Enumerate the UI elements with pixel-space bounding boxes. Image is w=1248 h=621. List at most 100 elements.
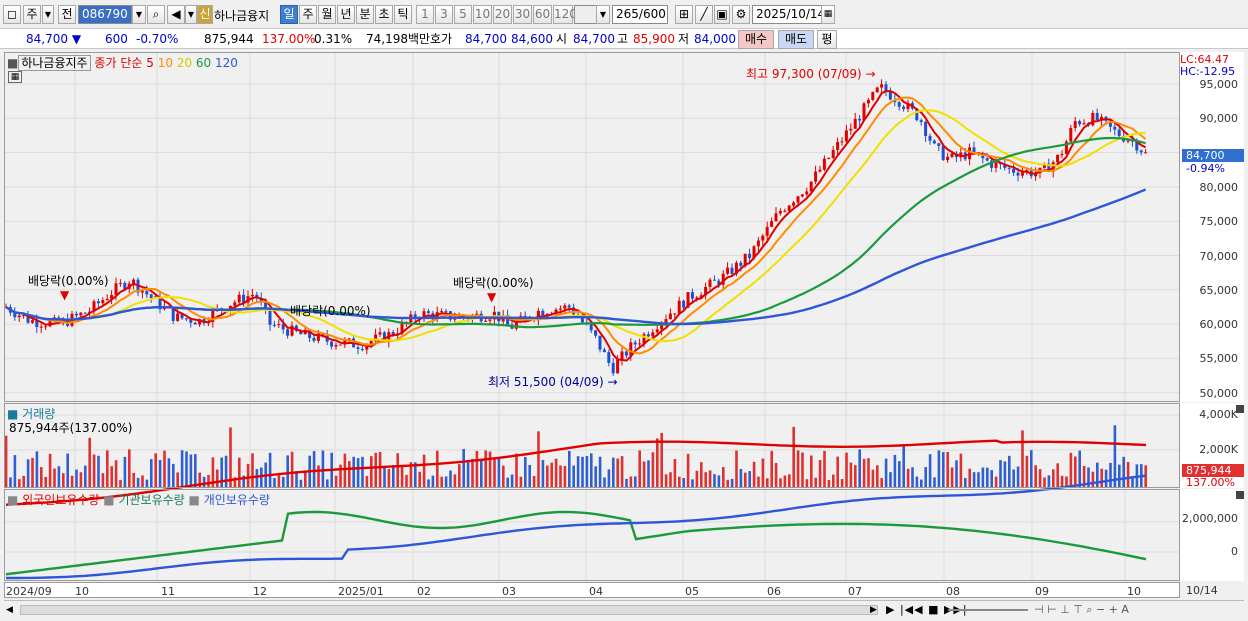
candle — [827, 157, 831, 159]
calendar-icon[interactable]: ▦ — [821, 5, 835, 24]
search-icon[interactable]: ⌕ — [147, 5, 165, 24]
volume-bar — [26, 459, 30, 488]
lc-label: LC:64.47 — [1180, 53, 1230, 66]
interval-10[interactable]: 10 — [473, 5, 492, 24]
tab-year[interactable]: 년 — [337, 5, 355, 24]
interval-120[interactable]: 120 — [553, 5, 577, 24]
tab-minute[interactable]: 분 — [356, 5, 374, 24]
low-price: 84,000 — [694, 32, 736, 46]
volume-bar — [387, 469, 391, 488]
interval-3[interactable]: 3 — [435, 5, 453, 24]
tool-icons[interactable]: ⊣ ⊢ ⊥ ⊤ ⌕ − + A — [1034, 603, 1129, 616]
ma-label: 종가 단순 — [94, 56, 143, 70]
ma-line — [5, 90, 1147, 362]
volume-bar — [629, 476, 633, 488]
chart-type-button[interactable]: 주 — [23, 5, 41, 24]
buy-button[interactable]: 매수 — [738, 30, 774, 49]
chevron-down-icon[interactable]: ▼ — [42, 5, 54, 24]
volume-bar — [400, 465, 404, 488]
eval-button[interactable]: 평 — [817, 30, 837, 49]
candle — [902, 106, 906, 109]
price-panel-legend: ■ 하나금융지주 종가 단순 5 10 20 60 120 — [7, 55, 238, 71]
interval-dropdown-icon[interactable]: ▼ — [596, 5, 610, 24]
volume-bar — [937, 450, 941, 488]
volume-bar — [22, 475, 25, 488]
date-input[interactable]: 2025/10/14 — [752, 5, 825, 24]
tab-second[interactable]: 초 — [375, 5, 393, 24]
candle — [110, 294, 114, 299]
prev-button[interactable]: 전 — [58, 5, 76, 24]
candle — [35, 320, 39, 328]
speaker-dropdown-icon[interactable]: ▼ — [185, 5, 197, 24]
candle — [985, 158, 989, 161]
candle — [1012, 168, 1016, 173]
current-price: 84,700 ▼ — [26, 32, 82, 46]
candle — [268, 308, 272, 325]
zoom-slider[interactable] — [948, 609, 1028, 611]
candle — [158, 296, 162, 310]
candle — [1047, 163, 1051, 172]
ma-line — [5, 188, 1147, 326]
volume-bar — [436, 450, 439, 488]
save-icon[interactable]: ▣ — [714, 5, 730, 24]
candle — [765, 226, 769, 236]
volume-bar — [766, 478, 769, 488]
volume-bar — [656, 438, 659, 488]
code-dropdown-icon[interactable]: ▼ — [132, 5, 146, 24]
volume-bar — [154, 453, 157, 488]
volume-bar — [876, 465, 879, 488]
volume-bar — [141, 475, 144, 488]
scrollbar-track[interactable] — [20, 605, 878, 615]
interval-1[interactable]: 1 — [416, 5, 434, 24]
tab-week[interactable]: 주 — [299, 5, 317, 24]
candle — [602, 349, 606, 353]
draw-tool-icon[interactable]: ╱ — [695, 5, 713, 24]
indicator-icon[interactable]: ⊞ — [675, 5, 693, 24]
tab-month[interactable]: 월 — [318, 5, 336, 24]
scroll-right-icon[interactable]: ▶ — [870, 605, 877, 615]
chart-svg[interactable] — [0, 50, 1248, 621]
candle — [563, 305, 567, 309]
candle — [818, 169, 822, 172]
volume-bar — [383, 467, 386, 488]
volume-bar — [519, 476, 523, 488]
volume-bar — [977, 472, 980, 488]
volume-bars — [4, 425, 1147, 488]
candle — [884, 84, 888, 92]
gear-icon[interactable]: ⚙ — [732, 5, 750, 24]
interval-60[interactable]: 60 — [533, 5, 552, 24]
candle — [26, 315, 30, 323]
candle — [924, 122, 928, 136]
interval-30[interactable]: 30 — [513, 5, 532, 24]
volume-bar — [906, 468, 910, 488]
interval-20[interactable]: 20 — [493, 5, 512, 24]
candle — [347, 338, 351, 340]
sell-button[interactable]: 매도 — [778, 30, 814, 49]
scroll-left-icon[interactable]: ◀ — [6, 605, 13, 615]
stock-code-input[interactable]: 086790 — [78, 5, 132, 24]
x-label-12: 12 — [253, 585, 267, 598]
tab-day[interactable]: 일 — [280, 5, 298, 24]
volume-bar — [1118, 464, 1121, 488]
candle — [673, 313, 677, 315]
volume-bar — [255, 469, 259, 488]
volume-bar — [964, 478, 967, 488]
x-label-03: 03 — [502, 585, 516, 598]
candle — [488, 319, 492, 321]
playback-controls[interactable]: ▶ |◀◀ ■ ▶▶| — [886, 603, 968, 616]
count-input[interactable]: 265/600 — [612, 5, 668, 24]
candle — [369, 340, 373, 345]
volume-bar — [594, 466, 597, 488]
interval-5[interactable]: 5 — [454, 5, 472, 24]
price-axis: LC:64.47 HC:-12.95 95,00090,00085,00080,… — [1180, 52, 1244, 402]
candle — [743, 253, 747, 266]
tab-tick[interactable]: 틱 — [394, 5, 412, 24]
volume-bar — [273, 477, 276, 488]
table-icon[interactable]: ▦ — [8, 71, 22, 83]
window-icon[interactable]: ◻ — [3, 5, 21, 24]
volume-bar — [176, 472, 179, 488]
speaker-icon[interactable]: ◀ — [167, 5, 185, 24]
close-icon[interactable] — [1236, 405, 1244, 413]
close-icon[interactable] — [1236, 491, 1244, 499]
ma-60: 60 — [195, 56, 212, 70]
